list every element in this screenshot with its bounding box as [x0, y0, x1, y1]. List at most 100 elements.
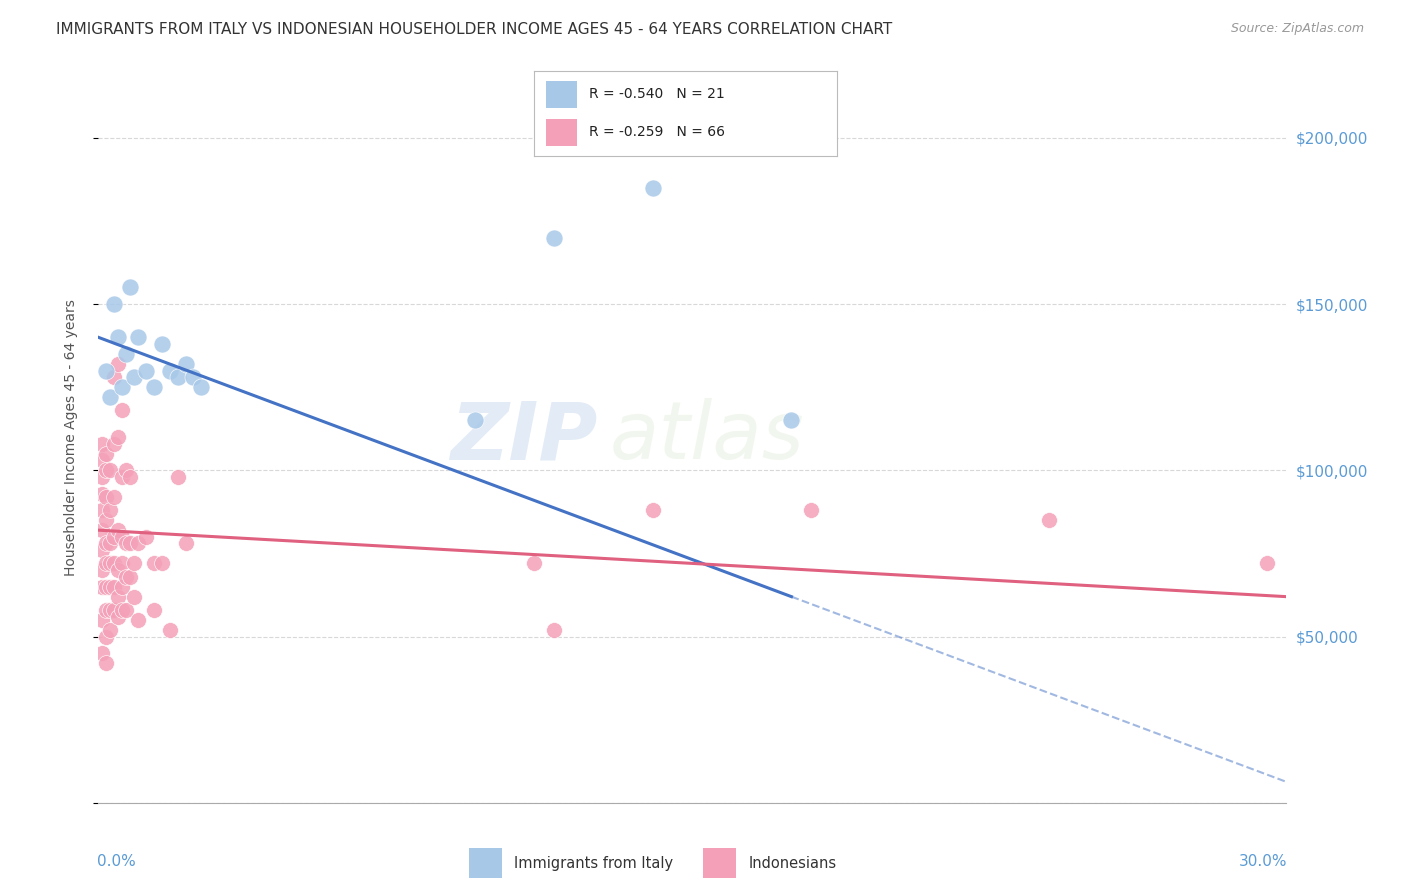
Text: atlas: atlas: [609, 398, 804, 476]
Point: [98, 580, 121, 594]
Point: [120, 536, 142, 550]
Point: [98, 623, 121, 637]
Point: [543, 230, 565, 244]
Point: [120, 570, 142, 584]
Point: [1256, 557, 1278, 571]
Point: [91, 436, 114, 450]
Point: [120, 280, 142, 294]
Point: [103, 603, 125, 617]
Point: [142, 380, 165, 394]
Point: [98, 557, 121, 571]
Point: [543, 623, 565, 637]
Point: [150, 337, 173, 351]
Point: [641, 503, 664, 517]
Point: [98, 463, 121, 477]
Point: [103, 490, 125, 504]
Text: Indonesians: Indonesians: [748, 855, 837, 871]
Text: R = -0.259   N = 66: R = -0.259 N = 66: [589, 126, 724, 139]
Point: [111, 603, 134, 617]
Point: [103, 530, 125, 544]
Point: [190, 380, 212, 394]
Text: IMMIGRANTS FROM ITALY VS INDONESIAN HOUSEHOLDER INCOME AGES 45 - 64 YEARS CORREL: IMMIGRANTS FROM ITALY VS INDONESIAN HOUS…: [56, 22, 893, 37]
Point: [91, 646, 114, 660]
Point: [115, 536, 138, 550]
Point: [91, 543, 114, 558]
Point: [91, 613, 114, 627]
Point: [91, 486, 114, 500]
Point: [174, 536, 197, 550]
Point: [150, 557, 173, 571]
Bar: [468, 848, 502, 878]
Text: 0.0%: 0.0%: [97, 854, 136, 869]
Point: [96, 557, 118, 571]
Point: [96, 536, 118, 550]
Text: R = -0.540   N = 21: R = -0.540 N = 21: [589, 87, 724, 101]
Point: [183, 370, 205, 384]
Point: [523, 557, 546, 571]
Bar: [703, 848, 737, 878]
Point: [122, 557, 145, 571]
Point: [120, 470, 142, 484]
Point: [91, 580, 114, 594]
Point: [159, 623, 181, 637]
Point: [111, 403, 134, 417]
Point: [166, 370, 188, 384]
Point: [142, 557, 165, 571]
Point: [103, 557, 125, 571]
Point: [91, 563, 114, 577]
Text: ZIP: ZIP: [450, 398, 598, 476]
Text: Immigrants from Italy: Immigrants from Italy: [515, 855, 673, 871]
Point: [174, 357, 197, 371]
Point: [98, 390, 121, 404]
Point: [111, 380, 134, 394]
Point: [166, 470, 188, 484]
Point: [111, 580, 134, 594]
Point: [122, 370, 145, 384]
Point: [107, 563, 129, 577]
Bar: [547, 80, 576, 108]
Point: [127, 330, 149, 344]
Point: [96, 656, 118, 670]
Point: [96, 363, 118, 377]
Point: [96, 513, 118, 527]
Text: Source: ZipAtlas.com: Source: ZipAtlas.com: [1230, 22, 1364, 36]
Bar: [547, 119, 576, 146]
Point: [107, 609, 129, 624]
Point: [107, 430, 129, 444]
Point: [127, 613, 149, 627]
Point: [98, 536, 121, 550]
Point: [159, 363, 181, 377]
Point: [111, 470, 134, 484]
Point: [780, 413, 803, 427]
Point: [115, 347, 138, 361]
Point: [135, 530, 157, 544]
Point: [1038, 513, 1060, 527]
Point: [98, 603, 121, 617]
Point: [96, 630, 118, 644]
Point: [103, 436, 125, 450]
Point: [111, 557, 134, 571]
Point: [103, 370, 125, 384]
Point: [96, 447, 118, 461]
Point: [107, 590, 129, 604]
Point: [127, 536, 149, 550]
Point: [91, 523, 114, 537]
Point: [641, 180, 664, 194]
Point: [103, 580, 125, 594]
Point: [91, 453, 114, 467]
Point: [115, 603, 138, 617]
Point: [111, 530, 134, 544]
Point: [122, 590, 145, 604]
Point: [800, 503, 823, 517]
Point: [96, 580, 118, 594]
Point: [103, 297, 125, 311]
Point: [107, 357, 129, 371]
Text: 30.0%: 30.0%: [1239, 854, 1288, 869]
Point: [96, 490, 118, 504]
Point: [91, 503, 114, 517]
Point: [135, 363, 157, 377]
Point: [98, 503, 121, 517]
Point: [96, 463, 118, 477]
Point: [96, 603, 118, 617]
Point: [115, 463, 138, 477]
